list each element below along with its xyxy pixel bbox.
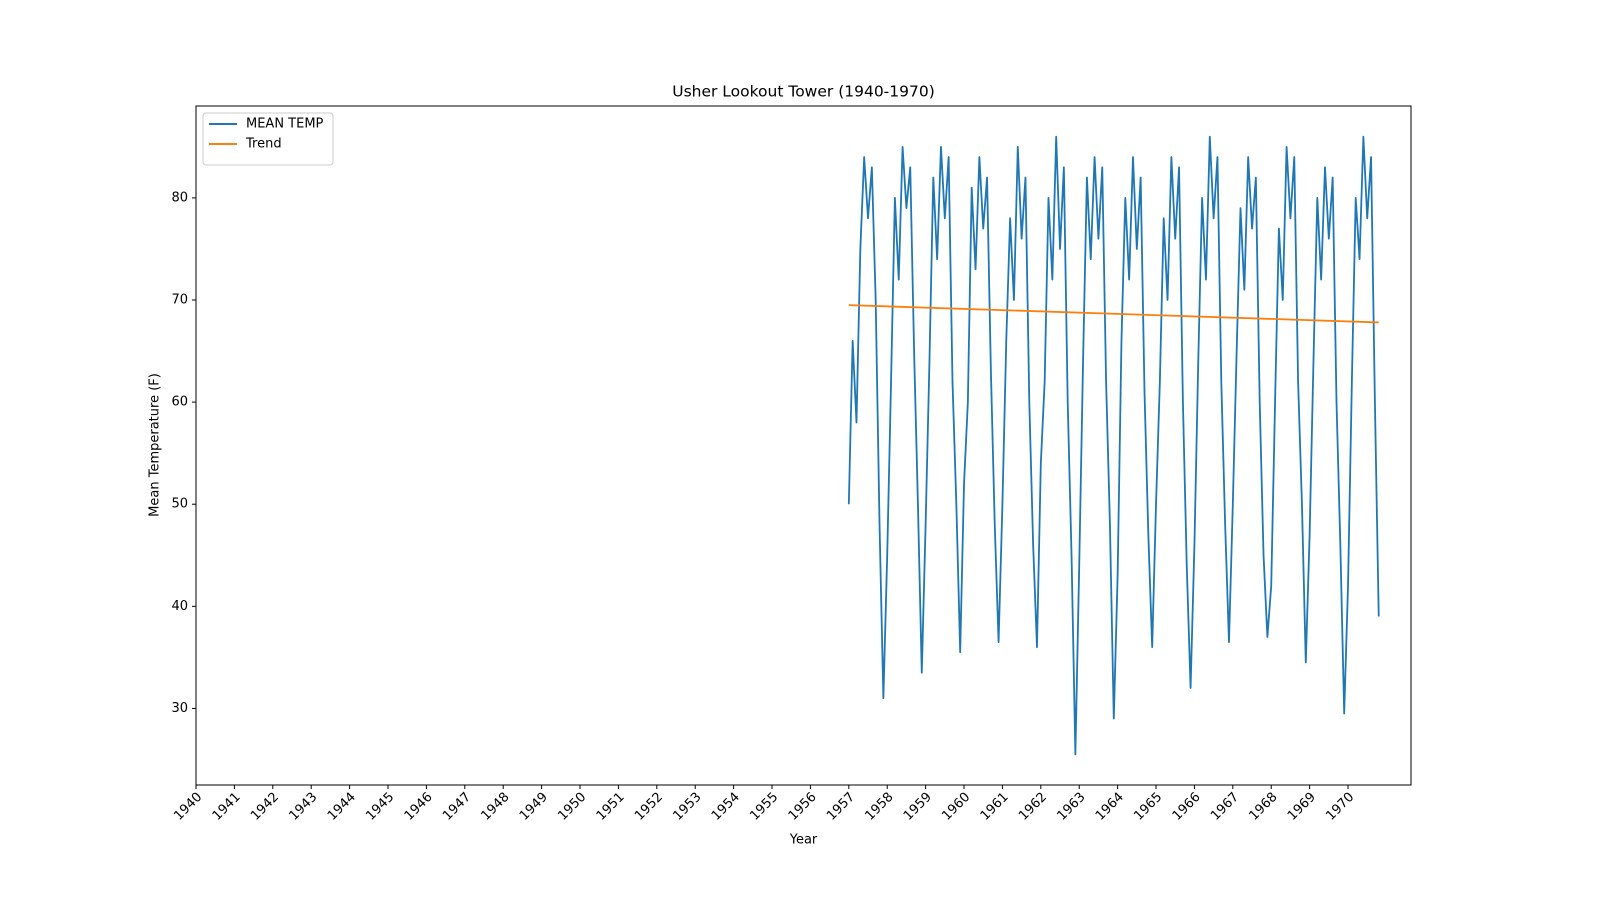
y-tick-label: 50	[171, 497, 188, 512]
y-tick-label: 70	[171, 293, 188, 308]
y-axis-label: Mean Temperature (F)	[148, 373, 163, 517]
plot-frame	[195, 105, 1412, 786]
legend-box	[202, 112, 334, 166]
y-tick-label: 60	[171, 395, 188, 410]
series-line	[848, 304, 1379, 324]
legend: MEAN TEMP Trend	[202, 112, 334, 166]
y-tick-label: 80	[171, 190, 188, 205]
y-tick-label: 40	[171, 599, 188, 614]
legend-label: Trend	[245, 137, 282, 152]
series-line	[847, 135, 1380, 756]
chart-title: Usher Lookout Tower (1940-1970)	[672, 83, 935, 101]
y-tick-label: 30	[171, 701, 188, 716]
x-axis-label: Year	[789, 833, 818, 848]
legend-label: MEAN TEMP	[246, 117, 324, 132]
